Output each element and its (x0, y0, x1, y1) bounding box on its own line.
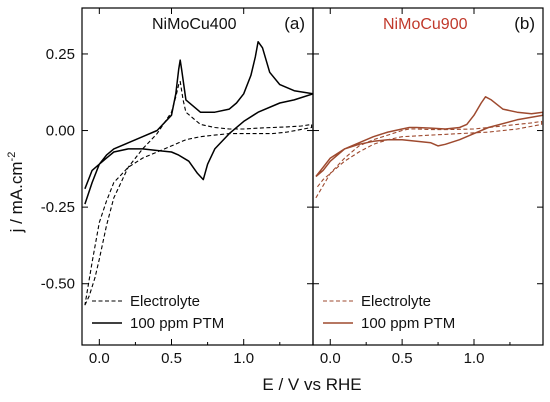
panel-a: 0.0 0.5 1.0 0.25 0.00 -0.25 -0.50 NiMoCu400 (a) E… (41, 7, 314, 367)
panel-b: 0.0 0.5 1.0 NiMoCu900 (b) Electrolyte 100 ppm … (312, 7, 544, 367)
y-axis-title-main: j / mA.cm (7, 161, 26, 233)
y-tick-label: -0.25 (41, 199, 75, 216)
panel-label: (b) (514, 14, 535, 33)
series-line-electrolyte (84, 80, 313, 306)
y-tick-label: 0.00 (46, 123, 75, 140)
legend-label: 100 ppm PTM (130, 315, 224, 332)
y-axis-title-superscript: -2 (6, 152, 18, 162)
series-line-electrolyte (315, 120, 543, 199)
x-tick-label: 1.0 (233, 350, 254, 367)
panel-label: (a) (284, 14, 305, 33)
legend-label: Electrolyte (130, 293, 200, 310)
series-line-ptm (315, 96, 543, 178)
legend-label: 100 ppm PTM (361, 315, 455, 332)
x-tick-label: 0.0 (320, 350, 341, 367)
series-line-ptm (84, 40, 313, 205)
legend-label: Electrolyte (361, 293, 431, 310)
x-tick-label: 0.0 (89, 350, 110, 367)
plot-frame (312, 7, 544, 346)
x-tick-label: 0.5 (161, 350, 182, 367)
panel-title: NiMoCu900 (383, 16, 468, 33)
y-tick-label: -0.50 (41, 276, 75, 293)
panel-title: NiMoCu400 (152, 16, 237, 33)
x-tick-label: 0.5 (392, 350, 413, 367)
y-axis-title: j / mA.cm-2 (6, 152, 26, 234)
y-tick-label: 0.25 (46, 46, 75, 63)
x-axis-title: E / V vs RHE (262, 375, 361, 394)
x-tick-label: 1.0 (464, 350, 485, 367)
